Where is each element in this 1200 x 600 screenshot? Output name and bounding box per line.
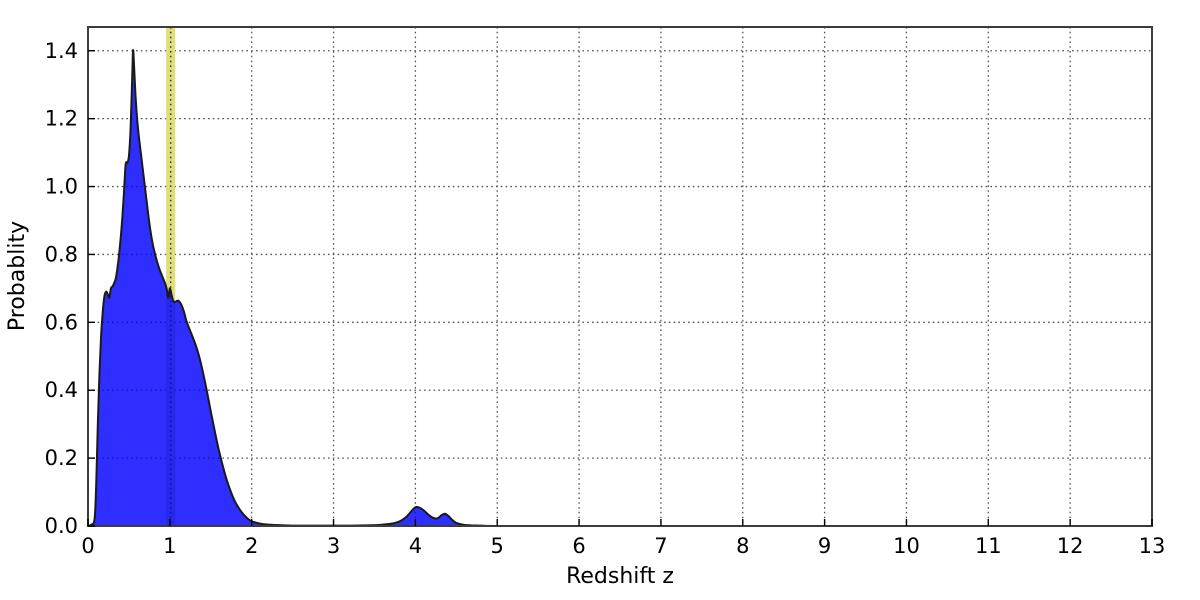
y-tick-label: 1.0 bbox=[45, 175, 78, 199]
plot-area-background bbox=[88, 27, 1152, 526]
x-tick-label: 4 bbox=[409, 534, 422, 558]
x-tick-label: 6 bbox=[572, 534, 585, 558]
y-tick-label: 1.4 bbox=[45, 39, 78, 63]
y-tick-label: 0.4 bbox=[45, 378, 78, 402]
x-tick-label: 7 bbox=[654, 534, 667, 558]
annotation-layer bbox=[166, 27, 176, 526]
x-tick-label: 1 bbox=[163, 534, 176, 558]
spec-z-band bbox=[166, 27, 176, 526]
x-tick-label: 11 bbox=[975, 534, 1002, 558]
y-tick-label: 0.0 bbox=[45, 514, 78, 538]
series-area-fill bbox=[88, 50, 1152, 527]
x-tick-label: 12 bbox=[1057, 534, 1084, 558]
x-tick-label: 3 bbox=[327, 534, 340, 558]
x-tick-label: 10 bbox=[893, 534, 920, 558]
plot-frame bbox=[87, 26, 1153, 527]
x-gridlines bbox=[169, 27, 1071, 526]
y-tick-label: 0.8 bbox=[45, 242, 78, 266]
x-tick-label: 13 bbox=[1139, 534, 1166, 558]
series-outline bbox=[87, 49, 1153, 528]
y-tick-label: 1.2 bbox=[45, 107, 78, 131]
x-tick-label: 9 bbox=[818, 534, 831, 558]
x-axis-ticks: 0 1 2 3 4 5 6 7 8 9 10 11 12 13 bbox=[81, 519, 1165, 558]
x-tick-label: 0 bbox=[81, 534, 94, 558]
y-tick-label: 0.6 bbox=[45, 310, 78, 334]
y-axis-ticks: 0.0 0.2 0.4 0.6 0.8 1.0 1.2 1.4 bbox=[45, 39, 95, 538]
x-tick-label: 8 bbox=[736, 534, 749, 558]
x-tick-label: 5 bbox=[491, 534, 504, 558]
x-axis-title: Redshift z bbox=[566, 564, 674, 589]
y-tick-label: 0.2 bbox=[45, 446, 78, 470]
data-series-layer bbox=[87, 49, 1153, 528]
x-tick-label: 2 bbox=[245, 534, 258, 558]
y-axis-title: Probablity bbox=[5, 221, 30, 331]
